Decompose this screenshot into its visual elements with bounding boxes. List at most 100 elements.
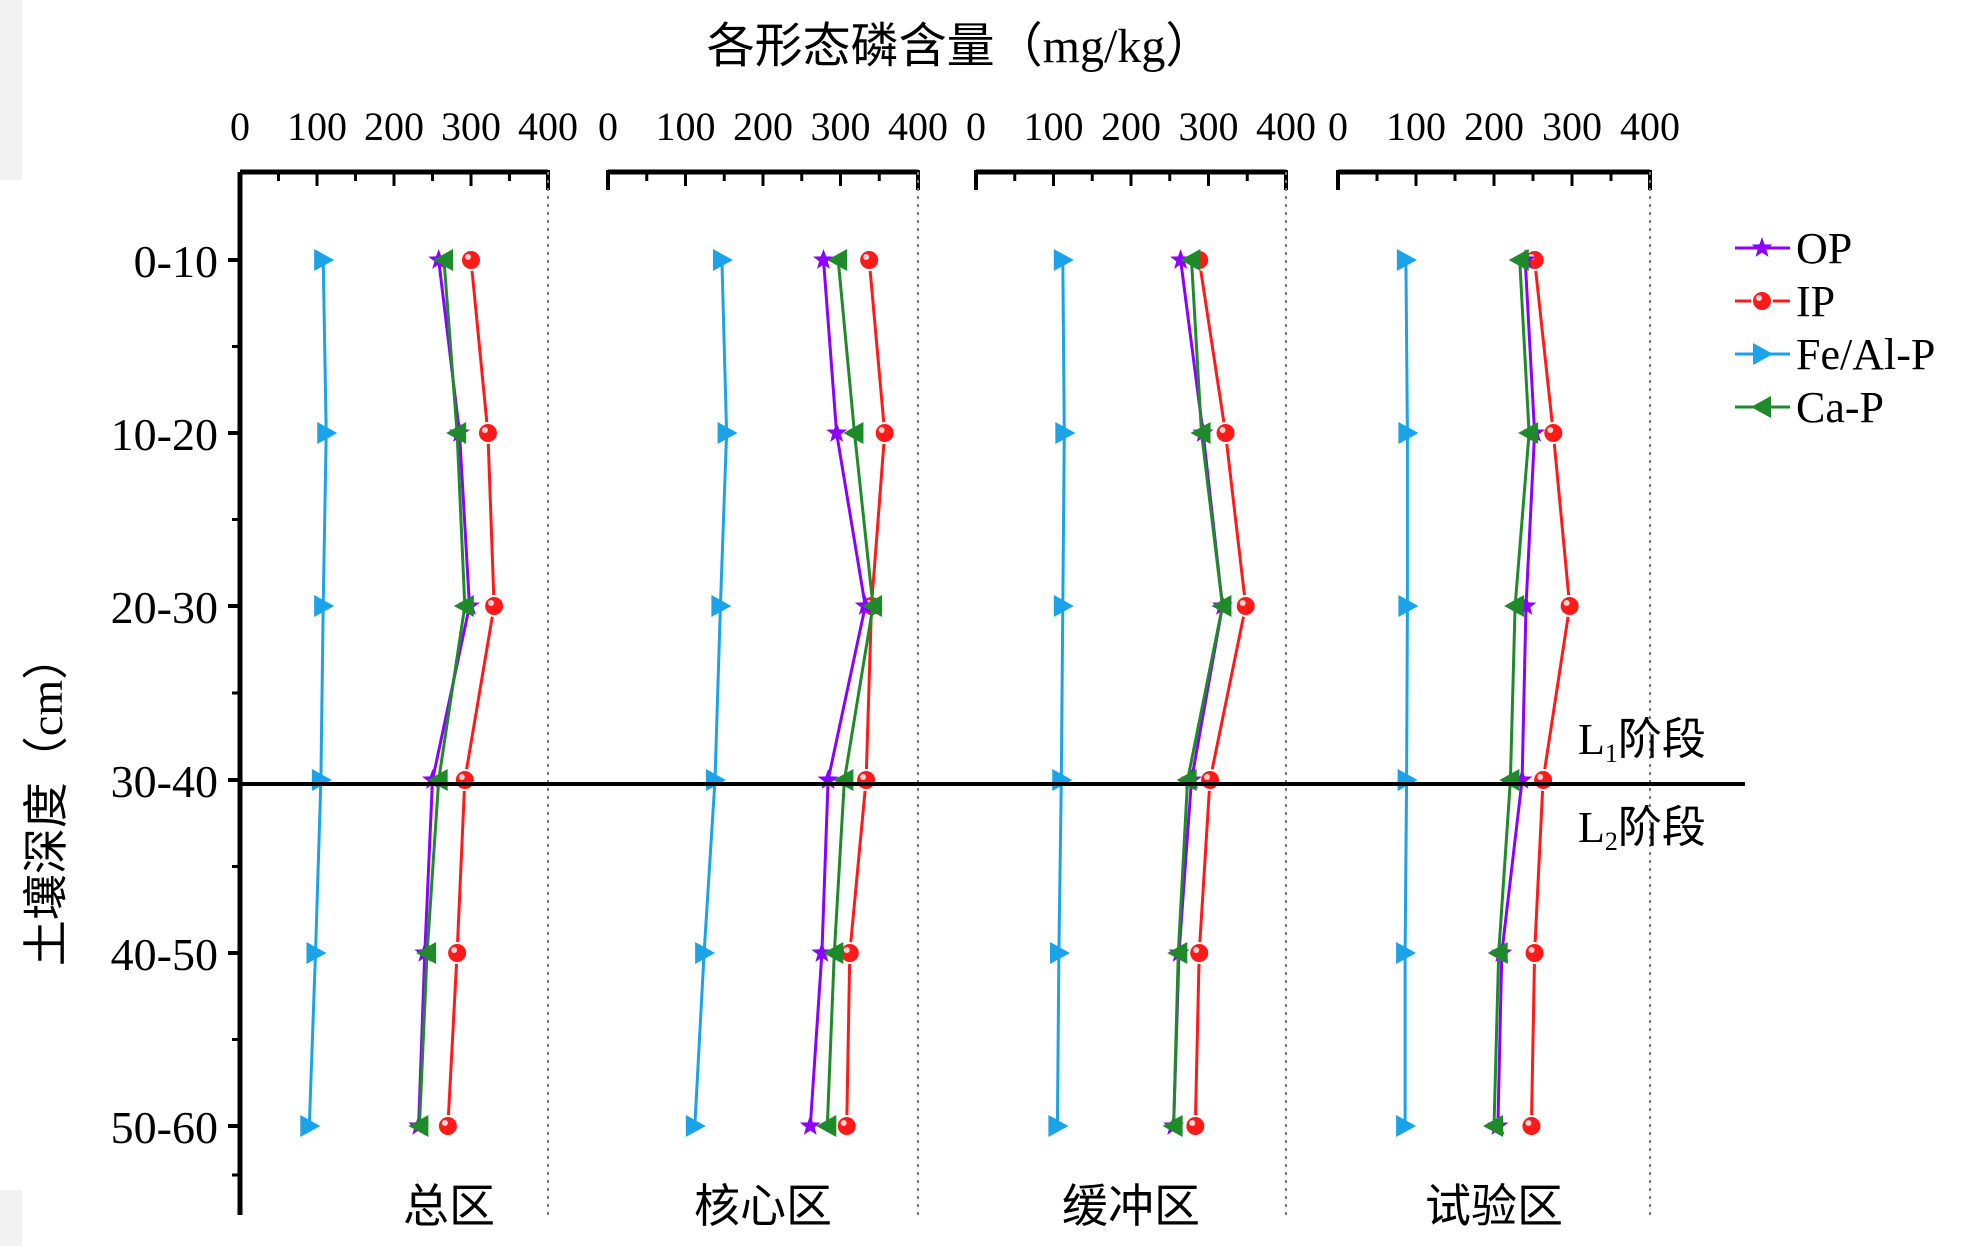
x-tick-label: 100 [1024, 104, 1084, 149]
point-fe-al-p-4 [306, 942, 327, 964]
x-tick-label: 0 [598, 104, 618, 149]
x-tick-label: 400 [518, 104, 578, 149]
point-ip-4-highlight [1193, 947, 1200, 953]
point-ca-p-1 [446, 422, 467, 444]
legend-marker-op [1751, 237, 1773, 257]
point-ca-p-0 [433, 249, 454, 271]
point-ip-2 [483, 595, 506, 617]
x-tick-label: 200 [1101, 104, 1161, 149]
point-ca-p-1 [1190, 422, 1211, 444]
point-ca-p-2 [1504, 595, 1525, 617]
point-ip-1-highlight [1547, 427, 1554, 433]
point-ca-p-4 [1167, 942, 1188, 964]
point-ip-1 [1542, 422, 1565, 444]
point-op-5 [799, 1115, 821, 1135]
series-line-fe-al-p [1403, 259, 1409, 1126]
x-tick-label: 400 [1620, 104, 1680, 149]
x-tick-label: 100 [656, 104, 716, 149]
point-ip-0-highlight [465, 254, 471, 260]
point-ip-2-highlight [1239, 600, 1246, 606]
series-line-op [808, 259, 867, 1127]
point-ip-2 [1234, 595, 1257, 617]
x-tick-label: 100 [287, 104, 347, 149]
panel-2: 0 100 200 300 400 缓冲区 [966, 104, 1316, 1232]
x-tick-label: 200 [733, 104, 793, 149]
point-ip-3 [1199, 769, 1222, 791]
point-op-3 [1511, 769, 1533, 789]
point-ip-2-highlight [1563, 600, 1570, 606]
point-ip-4-highlight [451, 947, 458, 953]
point-op-2 [1515, 595, 1537, 615]
x-tick-label: 200 [364, 104, 424, 149]
y-tick-label-1: 10-20 [111, 409, 218, 460]
point-ca-p-2 [453, 595, 474, 617]
point-ip-1-highlight [481, 427, 488, 433]
point-ca-p-2 [862, 595, 883, 617]
point-fe-al-p-2 [711, 595, 732, 617]
series-ip-panel-0 [436, 249, 506, 1137]
point-ca-p-5 [816, 1115, 837, 1137]
legend-label-fe-al-p: Fe/Al-P [1796, 330, 1935, 379]
point-fe-al-p-0 [1396, 249, 1417, 271]
series-fe-al-p-panel-3 [1396, 249, 1419, 1137]
point-fe-al-p-0 [314, 249, 335, 271]
series-line-ca-p [1492, 259, 1531, 1127]
panel-0: 0 100 200 300 400 总区 [230, 104, 578, 1232]
point-ip-1-highlight [878, 427, 885, 433]
point-fe-al-p-0 [1053, 249, 1074, 271]
point-ip-3 [1532, 769, 1555, 791]
series-line-ip [845, 259, 887, 1127]
series-fe-al-p-panel-2 [1048, 249, 1076, 1137]
series-line-ip [446, 259, 496, 1127]
point-fe-al-p-4 [1049, 942, 1070, 964]
panel-label-2: 缓冲区 [1062, 1181, 1200, 1232]
series-line-ip [1529, 259, 1572, 1127]
point-ip-3 [855, 769, 878, 791]
y-axis-label: 土壤深度（cm） [21, 634, 72, 966]
point-fe-al-p-2 [314, 595, 335, 617]
point-ip-4-highlight [1528, 947, 1535, 953]
series-op-panel-1 [799, 249, 876, 1135]
page-edge-bottom [0, 1190, 22, 1246]
point-ip-3-highlight [1204, 774, 1211, 780]
point-ca-p-5 [1483, 1115, 1503, 1137]
point-ip-5 [835, 1115, 858, 1137]
series-line-ca-p [825, 259, 875, 1127]
x-tick-label: 400 [1256, 104, 1316, 149]
point-ip-1 [873, 422, 896, 444]
point-ca-p-5 [1162, 1115, 1183, 1137]
point-ip-4 [1523, 942, 1546, 964]
point-fe-al-p-2 [1053, 595, 1074, 617]
point-ip-3 [453, 769, 476, 791]
point-ip-5-highlight [441, 1120, 448, 1126]
series-ca-p-panel-0 [408, 249, 474, 1137]
point-op-1 [826, 422, 848, 442]
series-ca-p-panel-3 [1483, 249, 1539, 1137]
x-tick-label: 200 [1464, 104, 1524, 149]
series-line-ca-p [1172, 259, 1225, 1127]
y-tick-label-3: 30-40 [111, 756, 218, 807]
point-fe-al-p-1 [717, 422, 738, 444]
point-ca-p-1 [843, 422, 864, 444]
point-ca-p-0 [827, 249, 848, 271]
stage-label-upper: L1阶段 [1578, 715, 1706, 768]
panel-label-3: 试验区 [1425, 1181, 1563, 1232]
point-ca-p-4 [823, 942, 844, 964]
point-ip-5-highlight [1525, 1120, 1532, 1126]
point-ca-p-1 [1518, 422, 1539, 444]
point-fe-al-p-1 [317, 422, 338, 444]
point-ip-2-highlight [488, 600, 495, 606]
x-tick-label: 0 [1328, 104, 1348, 149]
point-fe-al-p-5 [1396, 1115, 1417, 1137]
point-fe-al-p-5 [1048, 1115, 1069, 1137]
point-ca-p-5 [408, 1115, 429, 1137]
x-tick-label: 0 [966, 104, 986, 149]
panel-label-0: 总区 [403, 1181, 495, 1232]
point-fe-al-p-1 [1398, 422, 1419, 444]
point-ca-p-0 [1180, 249, 1201, 271]
point-ip-3-highlight [860, 774, 867, 780]
point-ip-4 [1188, 942, 1211, 964]
x-tick-label: 400 [888, 104, 948, 149]
x-tick-label: 300 [811, 104, 871, 149]
